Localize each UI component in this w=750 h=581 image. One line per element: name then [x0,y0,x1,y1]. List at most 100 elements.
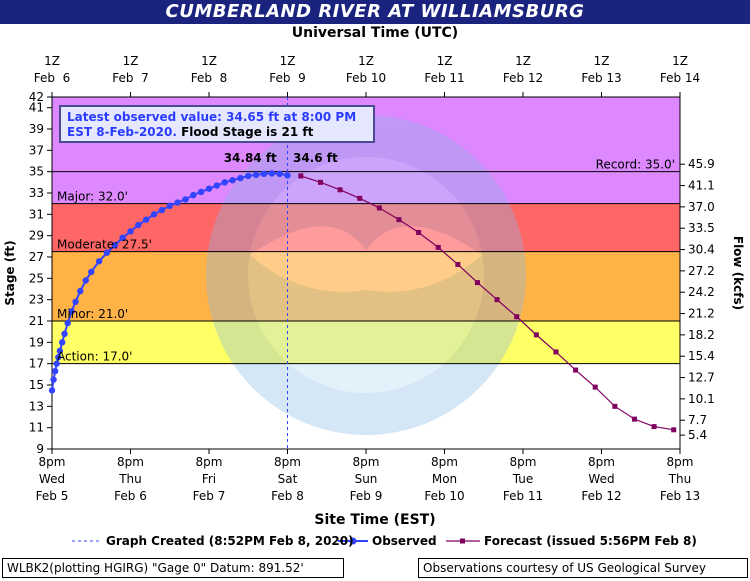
y-axis-label: Stage (ft) [3,240,17,305]
record-label: Record: 35.0' [596,158,675,172]
band-label-moderate: Moderate: 27.5' [57,238,152,252]
band-minor [52,251,680,321]
observed-point [143,216,150,223]
top-tick-label: 1Z Feb 13 [567,53,637,87]
legend-forecast-marker [460,538,465,544]
band-action [52,321,680,364]
x-tick-time: 8pm [667,455,694,469]
observed-point [77,287,84,295]
forecast-point [631,416,637,422]
forecast-point [416,229,422,235]
top-tick-date: Feb 12 [502,71,544,85]
observed-point [158,206,166,214]
observed-point [135,221,142,229]
observed-peak-label: 34.84 ft [224,151,277,165]
x-tick-date: Feb 9 [350,489,383,503]
flood-stage-note: Flood Stage is 21 ft [176,125,314,139]
observed-point [59,339,66,346]
latest-observation-box: Latest observed value: 34.65 ft at 8:00 … [59,105,375,143]
forecast-point [435,244,441,250]
x-tick-date: Feb 10 [424,489,464,503]
observed-point [103,249,111,256]
observed-point [190,191,197,199]
y2-tick-label: 27.2 [688,264,715,278]
x-tick-time: 8pm [431,455,458,469]
y-tick-label: 39 [29,122,44,136]
observed-point [205,185,213,192]
forecast-point [337,187,343,193]
x-tick-date: Feb 7 [193,489,226,503]
forecast-start-label: 34.6 ft [293,151,338,165]
footer-credit: Observations courtesy of US Geological S… [418,558,748,578]
observed-point [166,202,173,209]
y2-tick-label: 33.5 [688,221,715,235]
top-tick-zulu: 1Z [44,54,60,68]
top-tick-zulu: 1Z [593,54,610,68]
observed-point [245,172,252,180]
y2-tick-label: 12.7 [688,371,715,385]
forecast-point [592,384,598,390]
forecast-point [474,280,480,286]
observed-point [150,211,158,218]
x-tick-date: Feb 8 [271,489,304,503]
observed-point [182,196,189,203]
observed-point [51,367,59,375]
chart-title: CUMBERLAND RIVER AT WILLIAMSBURG [0,0,750,24]
top-axis-label: Universal Time (UTC) [291,25,459,41]
x-tick-time: 8pm [353,455,380,469]
observed-point [237,174,244,182]
y-tick-label: 35 [29,165,44,179]
y2-tick-label: 37.0 [688,200,715,214]
y2-tick-label: 18.2 [688,328,715,342]
legend-observed: Observed [372,534,437,548]
x-tick-day: Thu [118,472,142,486]
x-tick-date: Feb 11 [503,489,543,503]
top-tick-zulu: 1Z [436,54,453,68]
observed-point [48,387,56,394]
observed-point [88,268,95,276]
top-tick-label: 1Z Feb 10 [331,53,401,87]
y-tick-label: 23 [29,293,44,307]
x-tick-time: 8pm [274,455,301,469]
observed-point [72,298,79,305]
top-tick-zulu: 1Z [358,54,374,68]
observed-point [61,330,68,337]
top-tick-zulu: 1Z [515,54,531,68]
y-tick-label: 41 [29,101,44,115]
y-tick-label: 11 [29,421,44,435]
legend-graph-created: Graph Created (8:52PM Feb 8, 2020) [106,534,354,548]
x-tick-time: 8pm [196,455,223,469]
forecast-point [317,179,323,185]
x-tick-day: Tue [512,472,534,486]
forecast-point [553,349,559,355]
top-tick-zulu: 1Z [201,54,217,68]
latest-observation-date: EST 8-Feb-2020. [67,125,177,139]
top-tick-label: 1Z Feb 8 [174,53,244,87]
top-tick-label: 1Z Feb 11 [410,53,480,87]
observed-point [229,177,236,184]
y-tick-label: 31 [29,207,44,221]
observed-point [284,172,291,179]
forecast-point [376,205,382,211]
observed-point [50,376,57,383]
x-tick-date: Feb 5 [36,489,69,503]
y-tick-label: 33 [29,186,44,200]
forecast-point [612,403,618,409]
observed-point [119,234,126,241]
top-tick-date: Feb 11 [424,71,465,85]
forecast-point [396,217,402,223]
y2-tick-label: 21.2 [688,307,715,321]
top-tick-date: Feb 9 [269,71,306,85]
y-tick-label: 29 [29,229,44,243]
x-tick-date: Feb 13 [660,489,700,503]
y-tick-label: 19 [29,335,44,349]
band-moderate [52,203,680,252]
top-tick-date: Feb 8 [190,71,228,85]
x-axis-label: Site Time (EST) [314,512,436,528]
band-label-major: Major: 32.0' [57,190,128,204]
observed-point [213,182,221,189]
observed-point [221,179,228,186]
band-label-minor: Minor: 21.0' [57,307,128,321]
y-tick-label: 37 [29,143,44,157]
observed-point [111,242,119,249]
